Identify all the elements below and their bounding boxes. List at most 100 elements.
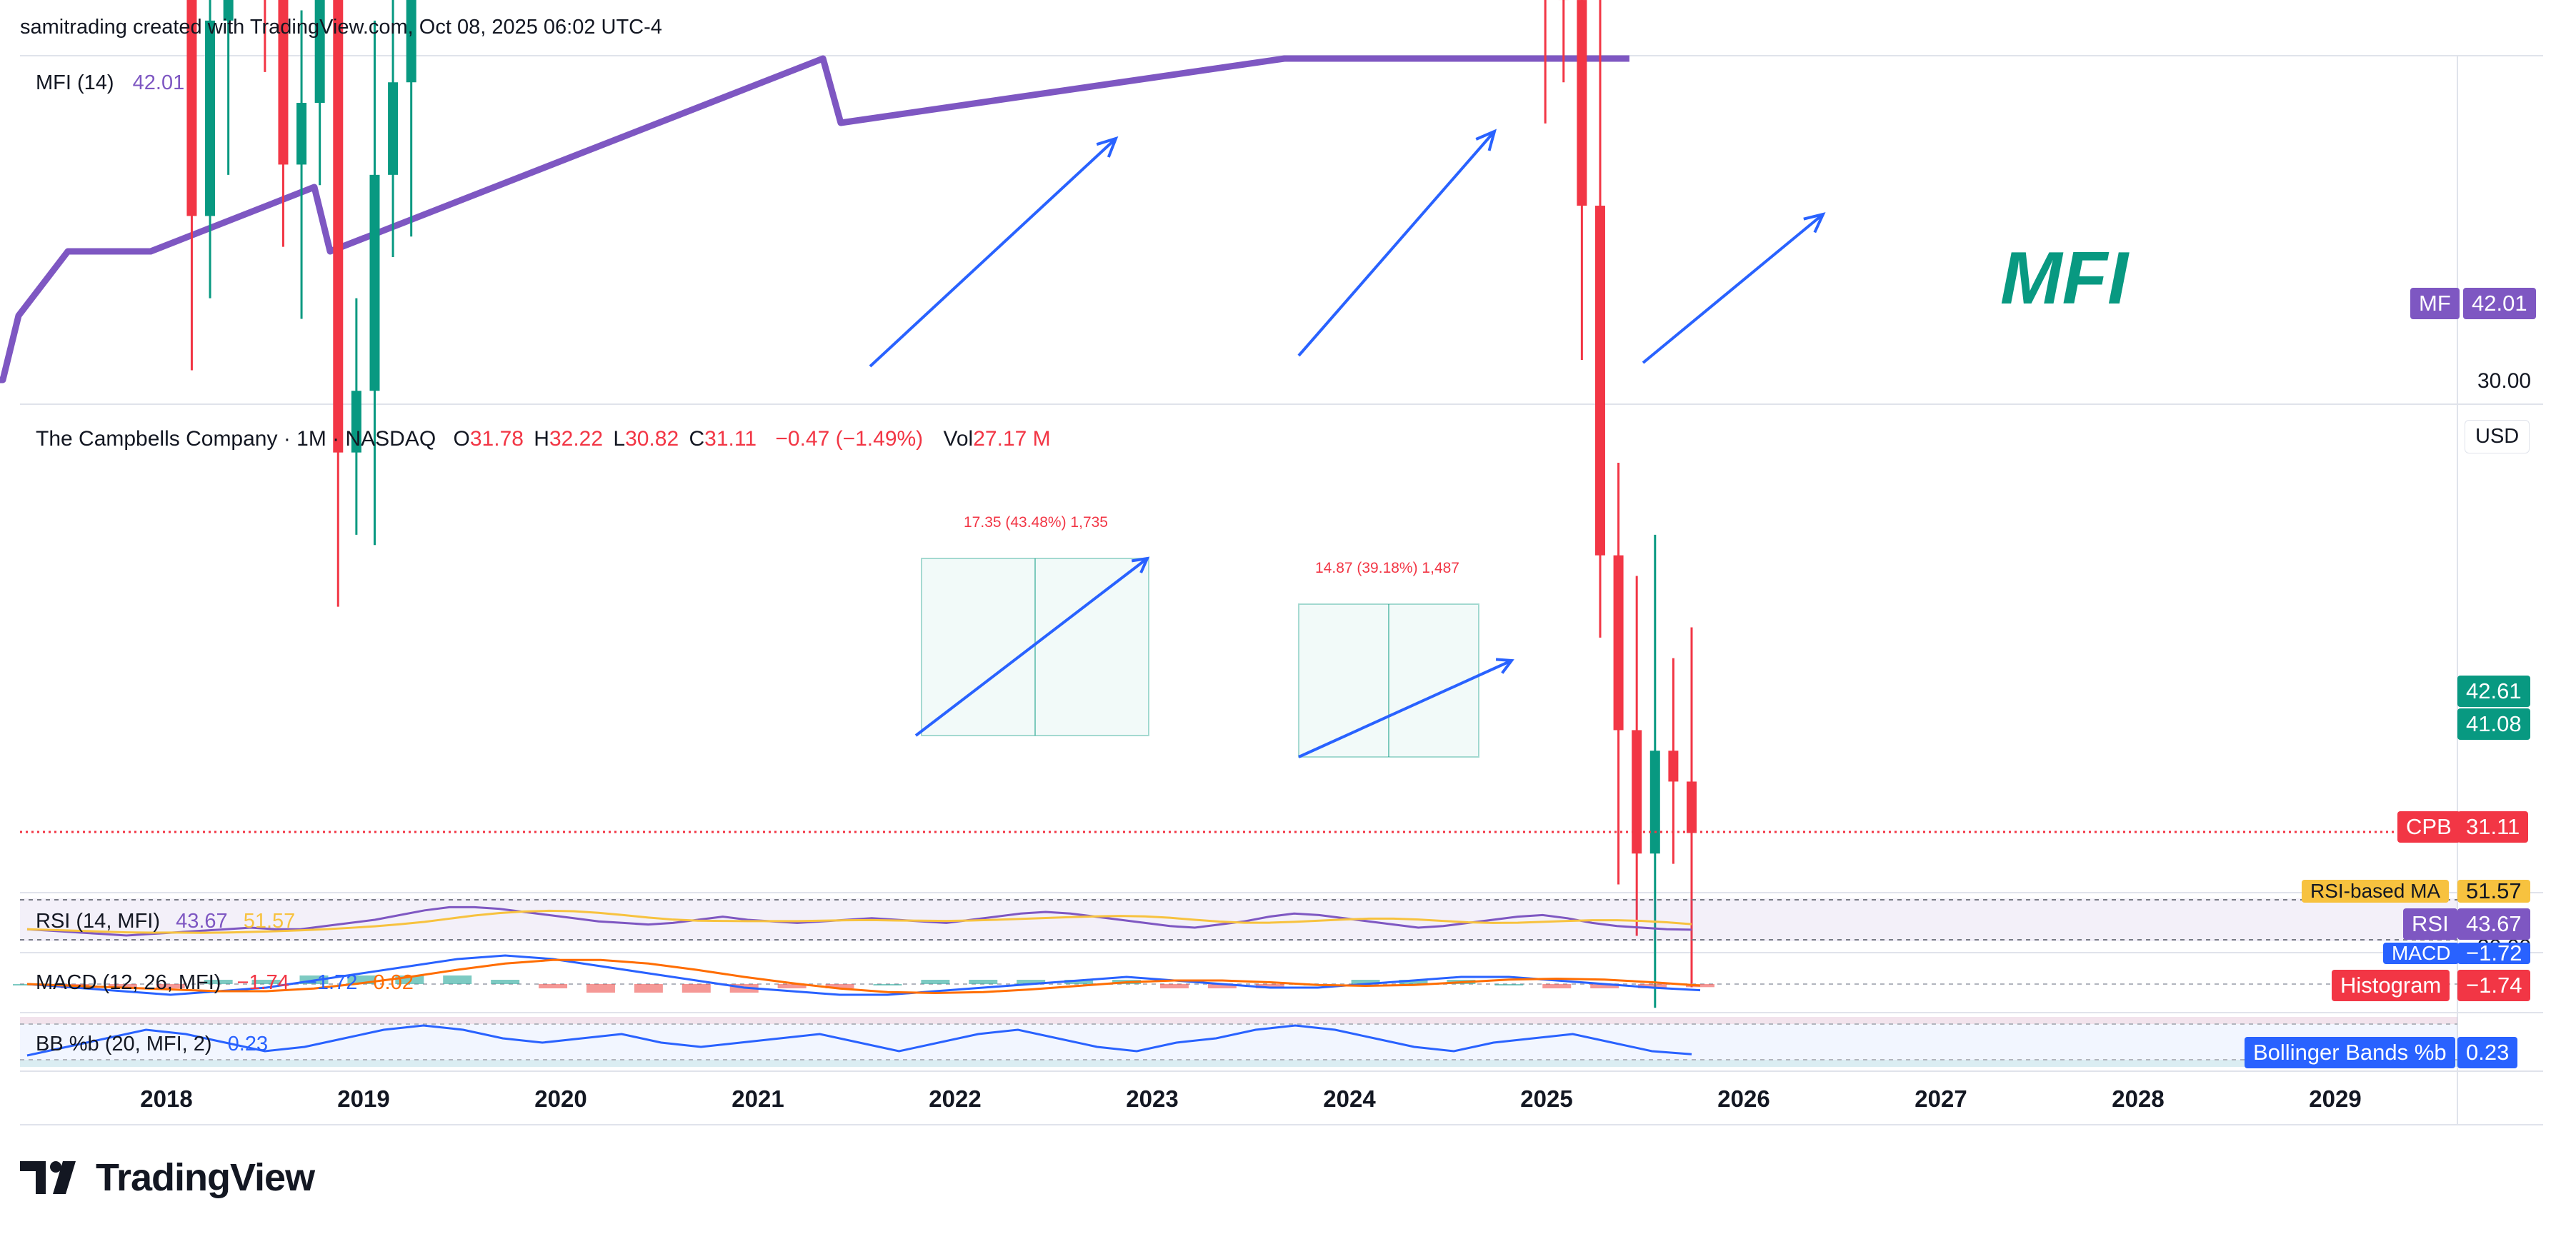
rsi-line: [26, 906, 1692, 937]
macd-histogram-bar: [1686, 984, 1714, 988]
macd-histogram-bar: [634, 984, 663, 993]
time-tick-label: 2023: [1126, 1085, 1178, 1112]
rsi-ma-line: [26, 909, 1692, 934]
volume-label: Vol: [943, 427, 974, 451]
time-tick-label: 2028: [2112, 1085, 2164, 1112]
rsi-ma-value: 51.57: [243, 910, 296, 933]
macd-histogram-bar: [825, 984, 854, 988]
tradingview-logo-icon: [20, 1161, 76, 1194]
trend-arrowhead: [1096, 136, 1119, 158]
macd-histogram-bar: [1351, 980, 1380, 984]
candle-body: [205, 20, 216, 216]
price-trendline: [914, 557, 1149, 737]
macd-histogram-bar: [1638, 984, 1667, 988]
macd-line: [26, 954, 1701, 996]
macd-histogram-bar: [1494, 984, 1524, 985]
macd-hist-value: −1.74: [236, 971, 289, 994]
candle-body: [1668, 751, 1679, 782]
time-tick-label: 2018: [140, 1085, 192, 1112]
mfi-annotation: MFI: [2000, 237, 2130, 320]
macd-histogram-bar: [539, 984, 568, 988]
open-label: O: [453, 427, 470, 451]
time-tick-label: 2019: [337, 1085, 389, 1112]
macd-histogram-bar: [491, 980, 520, 984]
macd-price-label: −1.72: [2457, 942, 2531, 964]
macd-histogram-bar: [969, 980, 998, 984]
macd-histogram-bar: [921, 980, 950, 984]
time-tick-label: 2024: [1323, 1085, 1376, 1112]
candle-body: [1613, 555, 1624, 731]
bb-value: 0.23: [227, 1033, 269, 1055]
macd-signal-value: 0.02: [373, 971, 414, 994]
macd-histogram-bar: [1207, 984, 1237, 988]
macd-histogram-bar: [1017, 980, 1046, 984]
candle-body: [1649, 751, 1660, 854]
rsi-ma-price-label: 51.57: [2457, 880, 2530, 903]
candle-body: [1594, 206, 1605, 556]
macd-histogram-bar: [1399, 980, 1428, 984]
symbol-legend: The Campbells Company · 1M · NASDAQ O31.…: [36, 427, 1051, 451]
bb-label: BB %b (20, MFI, 2): [36, 1033, 212, 1055]
last-price-label: 31.11: [2457, 811, 2529, 843]
trend-arrowhead: [1803, 212, 1826, 234]
symbol-title: The Campbells Company · 1M · NASDAQ: [36, 427, 436, 451]
bb-line: [26, 1024, 1692, 1057]
level-upper-label: 42.61: [2457, 676, 2530, 707]
time-tick-label: 2020: [534, 1085, 586, 1112]
macd-histogram-bar: [108, 984, 137, 988]
mfi-tag: MF: [2410, 288, 2460, 319]
attribution: samitrading created with TradingView.com…: [20, 16, 662, 39]
measure-label: 14.87 (39.18%) 1,487: [1315, 560, 1459, 576]
candle-body: [369, 174, 380, 391]
price-trendline-arrowhead: [1131, 556, 1150, 573]
candle-body: [406, 0, 416, 83]
currency-button[interactable]: USD: [2465, 420, 2530, 453]
candle-body: [296, 103, 307, 165]
macd-tag: MACD: [2383, 943, 2460, 964]
histogram-price-label: −1.74: [2457, 970, 2531, 1001]
macd-histogram-bar: [1590, 984, 1619, 988]
low-value: 30.82: [625, 427, 679, 451]
macd-line-value: −1.72: [304, 971, 358, 994]
macd-histogram-bar: [204, 980, 233, 984]
time-tick-label: 2029: [2309, 1085, 2361, 1112]
bb-upper-zone: [20, 1017, 2457, 1024]
volume-value: 27.17 M: [973, 427, 1051, 451]
bb-tag: Bollinger Bands %b: [2245, 1037, 2455, 1068]
macd-histogram-bar: [1159, 984, 1189, 988]
time-tick-label: 2027: [1914, 1085, 1967, 1112]
candle-body: [278, 0, 289, 165]
bb-lower-zone: [20, 1060, 2457, 1067]
rsi-label: RSI (14, MFI): [36, 910, 161, 933]
macd-histogram-bar: [777, 984, 807, 988]
macd-histogram-bar: [682, 984, 711, 993]
bb-legend: BB %b (20, MFI, 2) 0.23: [36, 1033, 268, 1056]
tradingview-logo[interactable]: TradingView: [20, 1155, 315, 1200]
close-label: C: [689, 427, 705, 451]
time-tick-label: 2026: [1717, 1085, 1769, 1112]
measure-label: 17.35 (43.48%) 1,735: [964, 514, 1108, 531]
trend-arrow: [1297, 130, 1496, 357]
price-trendline-arrowhead: [1495, 658, 1514, 674]
candle-body: [1577, 0, 1587, 206]
price-trendline: [1298, 659, 1512, 758]
time-tick-label: 2021: [732, 1085, 784, 1112]
time-tick-label: 2025: [1520, 1085, 1572, 1112]
rsi-price-label: 43.67: [2457, 908, 2530, 940]
mfi-legend: MFI (14) 42.01: [36, 71, 184, 95]
time-tick-label: 2022: [929, 1085, 981, 1112]
change-value: −0.47 (−1.49%): [775, 427, 924, 451]
high-value: 32.22: [549, 427, 604, 451]
macd-histogram-bar: [443, 975, 472, 984]
mfi-line: [0, 55, 1629, 383]
macd-label: MACD (12, 26, MFI): [36, 971, 221, 994]
open-value: 31.78: [469, 427, 524, 451]
macd-legend: MACD (12, 26, MFI) −1.74 −1.72 0.02: [36, 971, 414, 995]
macd-histogram-bar: [1064, 980, 1094, 984]
rsi-band: [20, 898, 2457, 941]
macd-histogram-bar: [873, 984, 902, 985]
candle-body: [1632, 730, 1642, 854]
candle-body: [388, 82, 399, 175]
close-value: 31.11: [704, 427, 757, 451]
